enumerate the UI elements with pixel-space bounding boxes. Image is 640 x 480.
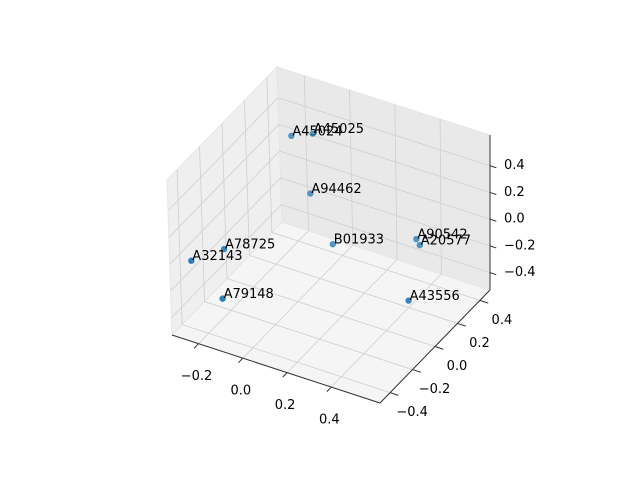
y-tick-label: 0.0 [447,359,468,374]
grid-line [226,278,436,347]
tick-mark [489,191,497,195]
grid-line [277,97,491,167]
y-tick-label: 0.2 [469,336,490,351]
tick-mark [489,218,497,222]
grid-line [176,169,183,325]
grid-line [249,255,458,324]
grid-line [204,301,413,370]
z-tick-label: 0.0 [504,212,525,227]
x-tick-label: 0.4 [319,413,340,428]
y-tick-label: −0.2 [419,382,451,397]
y-tick-label: 0.4 [492,313,513,328]
x-axis [171,334,381,404]
tick-mark [282,372,288,378]
grid-line [168,124,280,238]
x-tick-label: 0.0 [230,384,251,399]
y-tick-label: −0.4 [396,405,428,420]
point [307,190,314,197]
x-tick-label: 0.2 [275,398,296,413]
point-label: A45024 [292,124,342,139]
point-label: A94462 [311,182,361,197]
point [329,240,336,248]
point-label: A78725 [225,238,275,253]
z-tick-label: 0.2 [504,185,525,200]
grid-line [439,119,442,275]
point [220,245,228,253]
y-axis [379,289,491,404]
tick-mark [238,357,244,364]
grid-line [394,104,398,260]
grid-line [303,75,309,231]
grid-line [171,204,282,318]
point-label: A90542 [417,228,467,243]
grid-line [221,123,228,279]
z-tick-label: −0.2 [504,238,536,253]
grid-line [199,146,205,302]
grid-line [271,231,481,301]
grid-line [244,100,250,256]
point [219,295,226,302]
grid-line [280,177,491,247]
point [416,241,423,249]
z-tick-label: 0.4 [504,158,525,173]
grid-line [279,150,491,220]
grid-line [181,324,391,394]
tick-mark [489,272,497,276]
point-label: A45025 [314,122,364,137]
grid-line [349,90,354,246]
point [309,130,316,137]
grid-line [169,150,281,265]
z-tick-label: −0.4 [504,265,536,280]
point-label: B01933 [334,233,384,248]
grid-line [281,204,491,274]
point-label: A20577 [421,234,471,249]
tick-mark [489,245,497,249]
grid-line [170,177,281,292]
tick-mark [489,165,497,169]
point [405,297,412,304]
tick-mark [434,346,444,350]
tick-mark [479,299,489,304]
point-label: A43556 [410,289,460,304]
tick-mark [457,322,466,327]
tick-mark [193,343,199,349]
grid-line [266,77,273,233]
point [288,132,295,140]
tick-mark [389,392,399,396]
tick-mark [412,369,422,373]
point-label: A79148 [224,287,274,302]
grid-line [167,97,279,212]
point [188,257,195,264]
x-tick-label: −0.2 [181,369,213,384]
point [413,235,420,243]
tick-mark [326,386,332,392]
point-label: A32143 [192,249,242,264]
